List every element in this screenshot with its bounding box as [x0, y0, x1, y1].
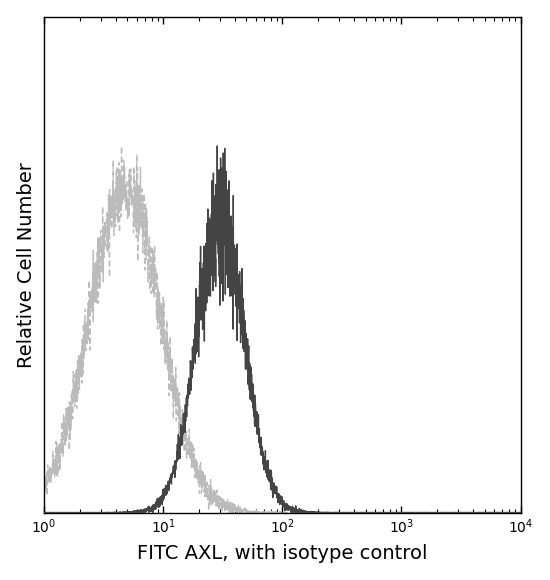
X-axis label: FITC AXL, with isotype control: FITC AXL, with isotype control [137, 545, 427, 563]
Y-axis label: Relative Cell Number: Relative Cell Number [16, 162, 36, 368]
